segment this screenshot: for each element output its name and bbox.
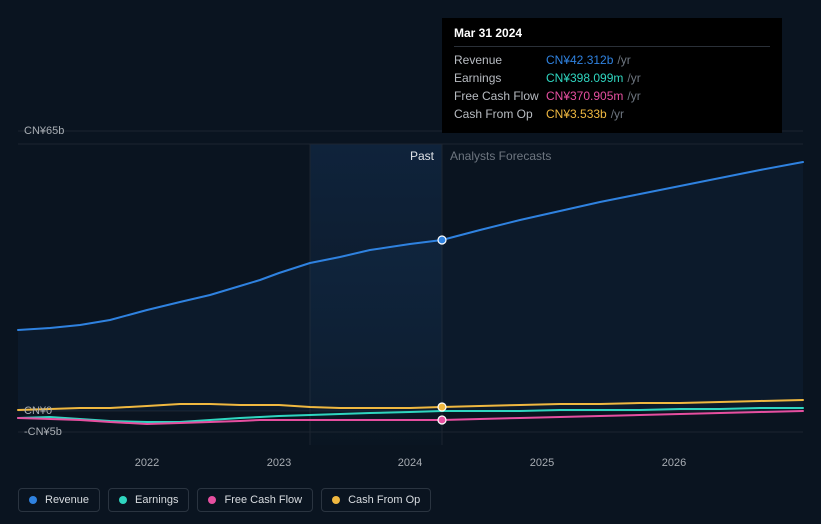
legend-label: Earnings bbox=[135, 494, 178, 506]
tooltip-row-unit: /yr bbox=[627, 71, 640, 85]
tooltip-row-unit: /yr bbox=[627, 89, 640, 103]
chart-legend: Revenue Earnings Free Cash Flow Cash From O… bbox=[18, 488, 431, 512]
y-axis-tick-label: -CN¥5b bbox=[24, 426, 62, 438]
x-axis-tick-label: 2022 bbox=[135, 457, 159, 469]
tooltip-row: RevenueCN¥42.312b/yr bbox=[454, 51, 770, 69]
x-axis-tick-label: 2025 bbox=[530, 457, 554, 469]
legend-label: Revenue bbox=[45, 494, 89, 506]
tooltip-row: Cash From OpCN¥3.533b/yr bbox=[454, 105, 770, 123]
legend-item-revenue[interactable]: Revenue bbox=[18, 488, 100, 512]
tooltip-row: Free Cash FlowCN¥370.905m/yr bbox=[454, 87, 770, 105]
tooltip-row-value: CN¥370.905m bbox=[546, 89, 623, 103]
tooltip-row-label: Cash From Op bbox=[454, 107, 546, 121]
tooltip-row-value: CN¥42.312b bbox=[546, 53, 613, 67]
tooltip-row-unit: /yr bbox=[611, 107, 624, 121]
forecast-label: Analysts Forecasts bbox=[450, 149, 551, 163]
chart-container: CN¥65b CN¥0 -CN¥5b 2022 2023 2024 2025 2026 Pa… bbox=[0, 0, 821, 524]
y-axis-tick-label: CN¥65b bbox=[24, 125, 64, 137]
tooltip-row-label: Earnings bbox=[454, 71, 546, 85]
tooltip-row-unit: /yr bbox=[617, 53, 630, 67]
legend-item-earnings[interactable]: Earnings bbox=[108, 488, 189, 512]
legend-dot-icon bbox=[119, 496, 127, 504]
tooltip-row-value: CN¥3.533b bbox=[546, 107, 607, 121]
legend-dot-icon bbox=[208, 496, 216, 504]
legend-dot-icon bbox=[332, 496, 340, 504]
tooltip-row-label: Revenue bbox=[454, 53, 546, 67]
tooltip-title: Mar 31 2024 bbox=[454, 26, 770, 47]
legend-label: Cash From Op bbox=[348, 494, 420, 506]
x-axis-tick-label: 2026 bbox=[662, 457, 686, 469]
legend-item-cfo[interactable]: Cash From Op bbox=[321, 488, 431, 512]
x-axis-tick-label: 2023 bbox=[267, 457, 291, 469]
chart-tooltip: Mar 31 2024 RevenueCN¥42.312b/yrEarnings… bbox=[442, 18, 782, 133]
legend-item-fcf[interactable]: Free Cash Flow bbox=[197, 488, 313, 512]
x-axis-tick-label: 2024 bbox=[398, 457, 422, 469]
tooltip-row: EarningsCN¥398.099m/yr bbox=[454, 69, 770, 87]
past-label: Past bbox=[410, 149, 434, 163]
legend-dot-icon bbox=[29, 496, 37, 504]
legend-label: Free Cash Flow bbox=[224, 494, 302, 506]
y-axis-tick-label: CN¥0 bbox=[24, 405, 52, 417]
tooltip-row-value: CN¥398.099m bbox=[546, 71, 623, 85]
tooltip-row-label: Free Cash Flow bbox=[454, 89, 546, 103]
